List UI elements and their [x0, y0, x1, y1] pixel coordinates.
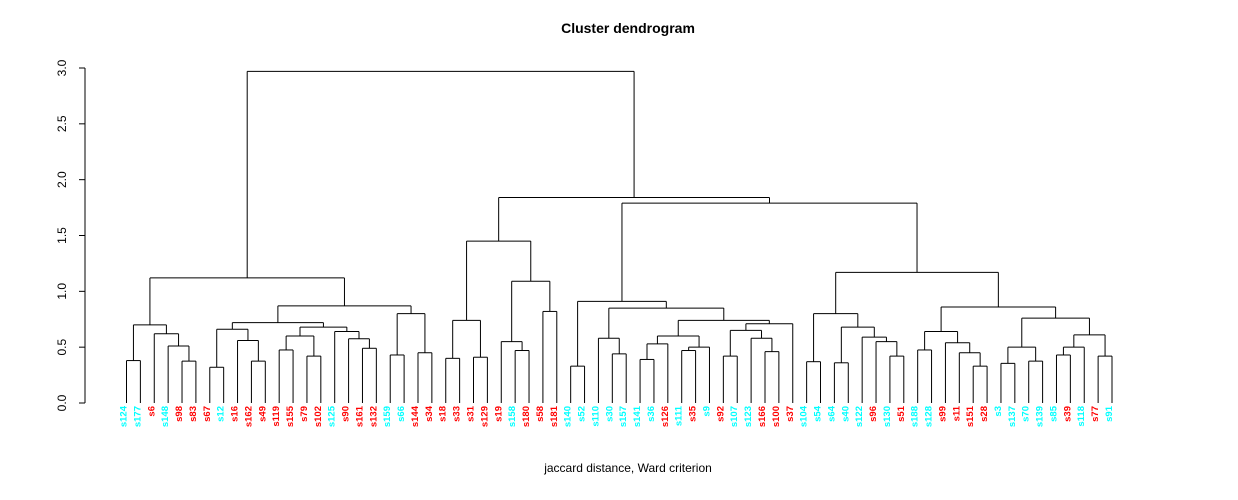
leaf-label: s162	[243, 406, 254, 427]
leaf-label: s111	[674, 405, 685, 426]
leaf-label: s54	[813, 405, 824, 422]
leaf-label: s52	[577, 406, 588, 422]
leaf-label: s79	[299, 406, 310, 422]
leaf-label: s91	[1104, 405, 1115, 422]
leaf-label: s104	[799, 405, 810, 427]
leaf-label: s39	[1062, 406, 1073, 422]
leaf-label: s30	[604, 406, 615, 422]
leaf-label: s144	[410, 405, 421, 427]
leaf-label: s130	[882, 406, 893, 427]
leaf-label: s118	[1076, 406, 1087, 427]
leaf-label: s66	[396, 406, 407, 422]
leaf-label: s16	[230, 406, 241, 422]
leaf-label: s132	[368, 406, 379, 427]
leaf-label: s36	[646, 406, 657, 422]
leaf-label: s70	[1021, 406, 1032, 422]
leaf-label: s119	[271, 406, 282, 427]
y-tick-label: 1.0	[55, 283, 69, 300]
leaf-label: s85	[1048, 405, 1059, 422]
leaf-label: s19	[493, 406, 504, 422]
leaf-label: s98	[174, 406, 185, 422]
leaf-label: s107	[729, 406, 740, 427]
leaf-label: s126	[660, 406, 671, 427]
leaf-label: s102	[313, 406, 324, 427]
leaf-label: s155	[285, 405, 296, 427]
leaf-label: s18	[438, 406, 449, 422]
leaf-label: s123	[743, 406, 754, 427]
y-tick-label: 2.0	[55, 171, 69, 188]
leaf-label: s51	[896, 405, 907, 422]
leaf-label: s140	[563, 406, 574, 427]
leaf-label: s90	[341, 406, 352, 422]
leaf-label: s92	[715, 406, 726, 422]
leaf-label: s11	[951, 405, 962, 421]
leaf-label: s58	[535, 406, 546, 422]
leaf-label: s122	[854, 406, 865, 427]
y-tick-label: 2.5	[55, 115, 69, 132]
leaf-label: s37	[785, 406, 796, 422]
leaf-label: s40	[840, 406, 851, 422]
leaf-label: s9	[701, 406, 712, 417]
leaf-label: s188	[910, 406, 921, 427]
leaf-label: s125	[327, 405, 338, 427]
leaf-label: s161	[354, 405, 365, 427]
leaf-label: s151	[965, 405, 976, 427]
leaf-label: s31	[466, 405, 477, 422]
y-tick-label: 3.0	[55, 59, 69, 76]
leaf-label: s33	[452, 406, 463, 422]
leaf-label: s181	[549, 405, 560, 427]
leaf-label: s6	[146, 406, 157, 417]
y-tick-label: 0.5	[55, 339, 69, 356]
y-tick-label: 0.0	[55, 394, 69, 411]
leaf-label: s139	[1035, 406, 1046, 427]
leaf-label: s148	[160, 406, 171, 427]
leaf-label: s12	[216, 406, 227, 422]
leaf-label: s180	[521, 406, 532, 427]
leaf-label: s83	[188, 406, 199, 422]
leaf-label: s128	[924, 406, 935, 427]
leaf-label: s64	[826, 405, 837, 422]
leaf-label: s166	[757, 406, 768, 427]
leaf-label: s110	[590, 406, 601, 427]
leaf-label: s35	[688, 405, 699, 422]
leaf-label: s100	[771, 406, 782, 427]
leaf-label: s157	[618, 406, 629, 427]
leaf-label: s124	[119, 405, 130, 427]
leaf-label: s141	[632, 405, 643, 427]
leaf-label: s3	[993, 406, 1004, 417]
y-tick-label: 1.5	[55, 227, 69, 244]
leaf-label: s34	[424, 405, 435, 422]
leaf-label: s67	[202, 406, 213, 422]
leaf-label: s99	[937, 406, 948, 422]
leaf-label: s158	[507, 406, 518, 427]
chart-title: Cluster dendrogram	[561, 20, 695, 36]
leaf-label: s159	[382, 406, 393, 427]
leaf-label: s77	[1090, 406, 1101, 422]
leaf-label: s129	[479, 406, 490, 427]
leaf-label: s137	[1007, 406, 1018, 427]
leaf-label: s96	[868, 406, 879, 422]
leaf-label: s177	[132, 406, 143, 427]
leaf-label: s49	[257, 406, 268, 422]
leaf-label: s28	[979, 406, 990, 422]
x-axis-label: jaccard distance, Ward criterion	[544, 461, 712, 475]
